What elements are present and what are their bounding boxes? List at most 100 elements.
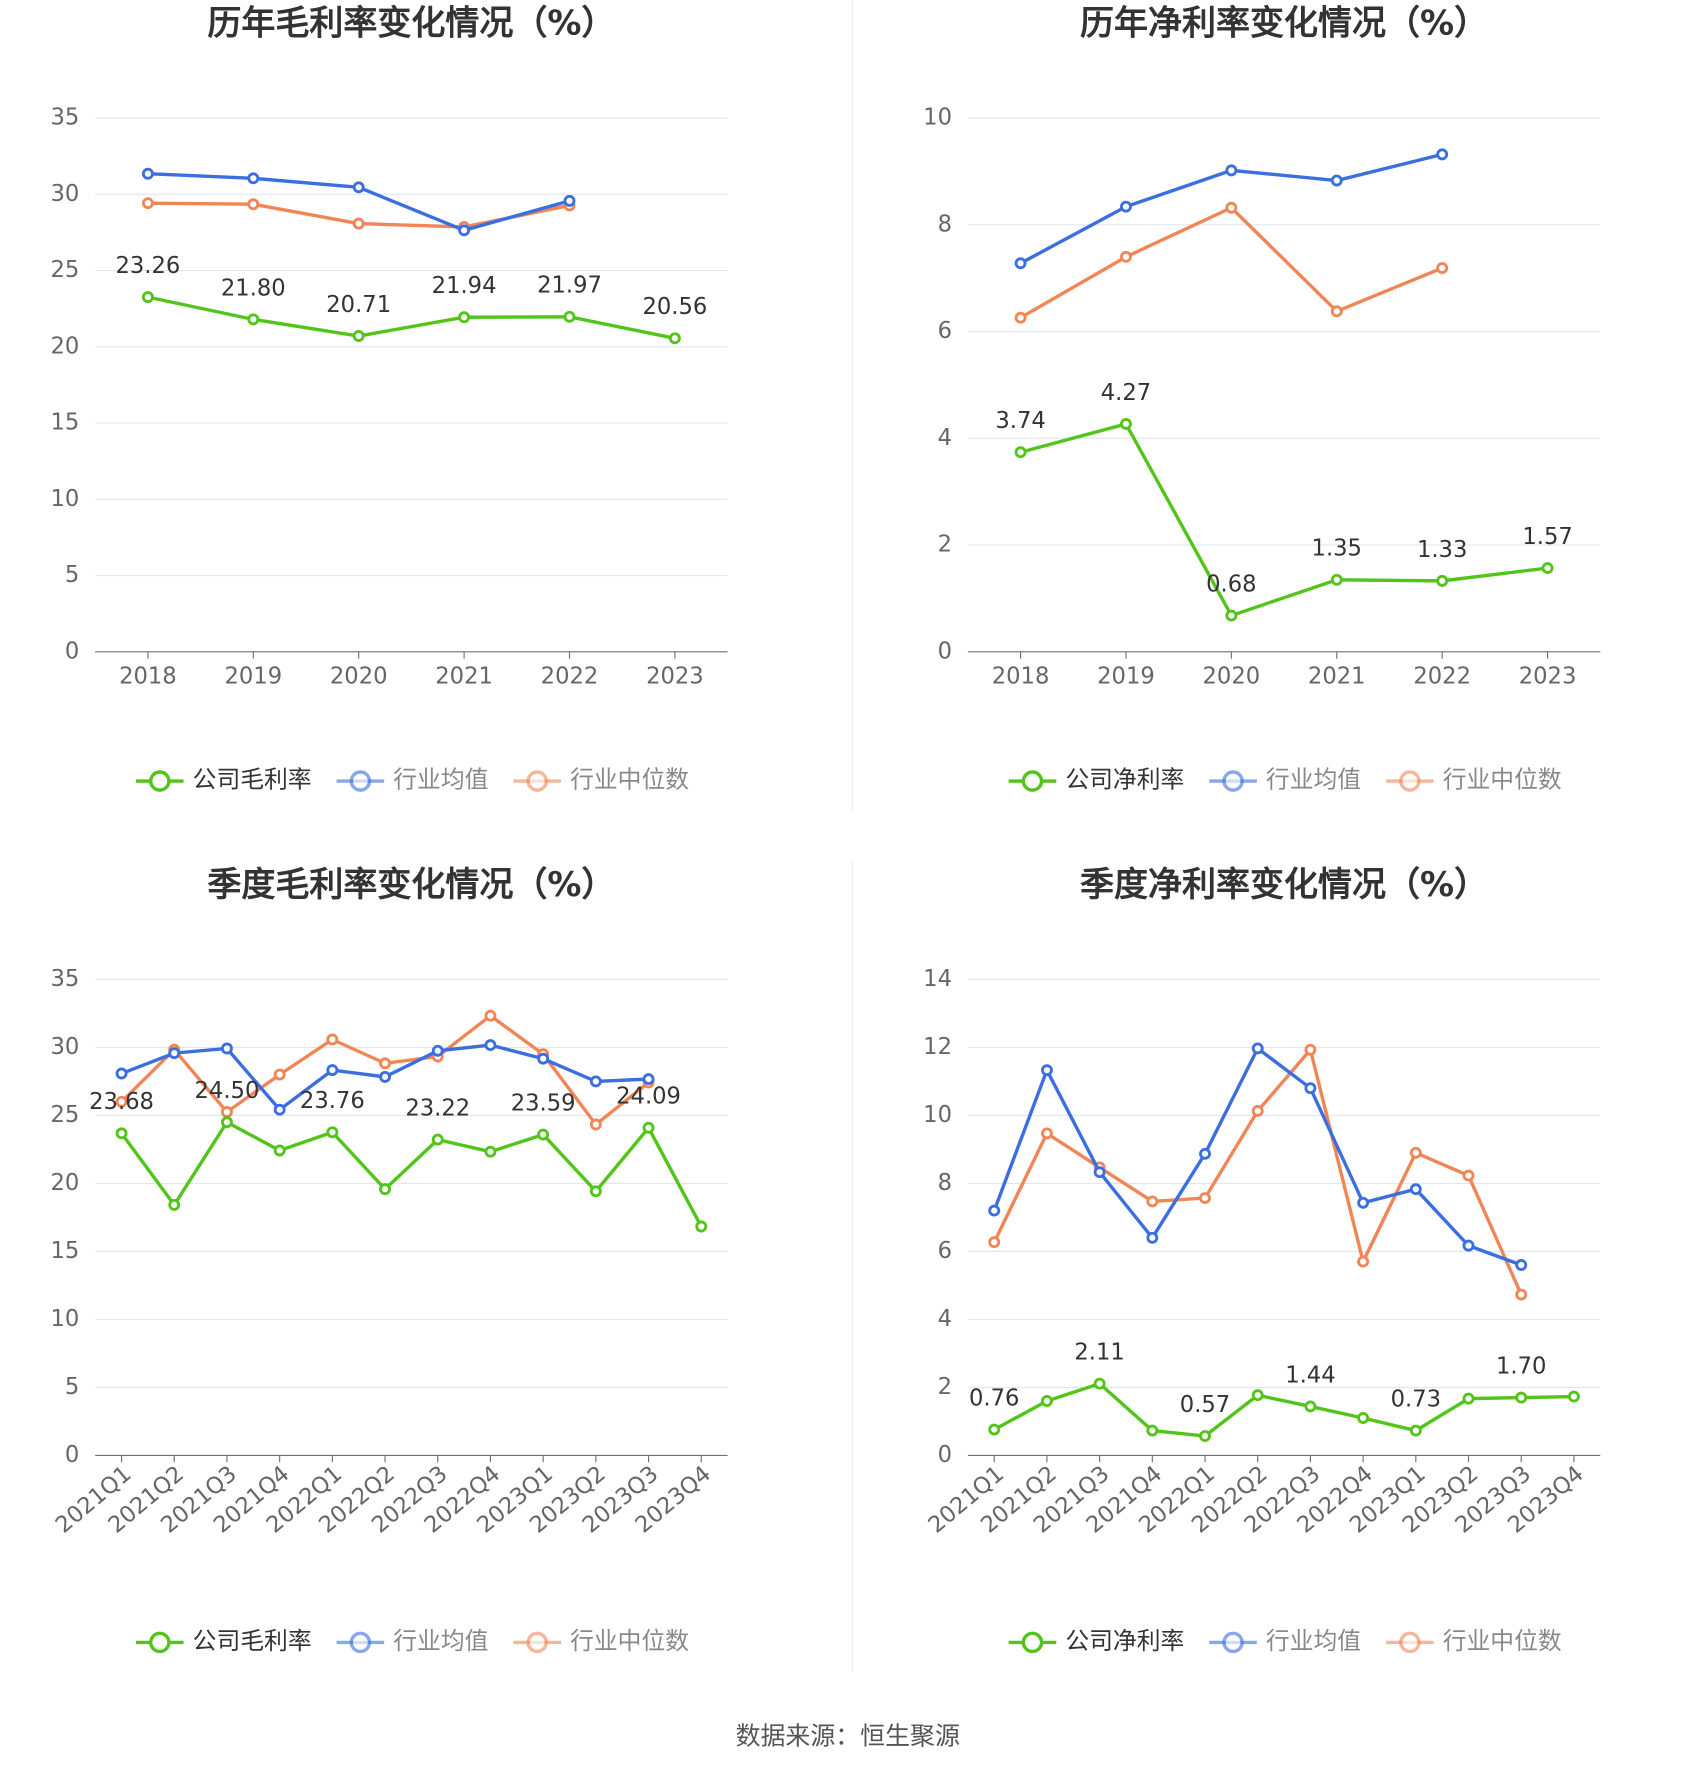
legend-label: 行业中位数 — [570, 1627, 689, 1655]
source: 数据来源：恒生聚源 — [736, 1722, 960, 1751]
data-point — [273, 1103, 286, 1116]
data-point — [589, 1075, 602, 1088]
data-point — [247, 313, 260, 326]
chart-title: 历年毛利率变化情况（%） — [207, 4, 615, 44]
data-point — [537, 1052, 550, 1065]
series-line — [147, 295, 676, 340]
data-point — [484, 1145, 497, 1158]
data-point — [1409, 1146, 1422, 1159]
data-point — [484, 1009, 497, 1022]
data-label: 23.22 — [405, 1096, 470, 1122]
y-tick-label: 14 — [923, 966, 952, 992]
legend-marker — [149, 1631, 171, 1654]
data-label: 21.80 — [221, 275, 286, 301]
data-point — [1146, 1424, 1159, 1437]
x-tick-label: 2020 — [1203, 663, 1261, 689]
y-tick-label: 8 — [938, 1170, 952, 1196]
x-tick-label: 2023 — [1519, 663, 1577, 689]
y-tick-label: 0 — [938, 1442, 952, 1468]
data-point — [1251, 1042, 1264, 1055]
data-point — [1040, 1064, 1053, 1077]
data-label: 23.59 — [511, 1090, 576, 1116]
legend-marker — [149, 770, 171, 792]
y-tick-label: 20 — [50, 1170, 79, 1196]
legend-marker — [1399, 770, 1421, 792]
data-point — [589, 1118, 602, 1131]
data-point — [537, 1128, 550, 1141]
data-point — [1120, 417, 1132, 430]
data-point — [1436, 148, 1449, 161]
y-tick-label: 8 — [938, 211, 952, 237]
data-point — [1040, 1127, 1053, 1140]
y-tick-label: 4 — [938, 425, 952, 451]
data-point — [168, 1198, 181, 1211]
data-point — [141, 291, 154, 304]
data-point — [141, 167, 154, 180]
data-point — [1541, 562, 1554, 575]
y-tick-label: 25 — [50, 1102, 79, 1128]
data-point — [1409, 1424, 1422, 1437]
y-tick-label: 0 — [65, 1442, 79, 1468]
y-tick-label: 5 — [65, 562, 79, 588]
data-label: 0.76 — [969, 1385, 1019, 1411]
legend-label: 公司净利率 — [1065, 766, 1184, 794]
legend-label: 公司毛利率 — [193, 766, 312, 794]
data-label: 23.68 — [89, 1089, 154, 1115]
data-point — [1462, 1169, 1475, 1182]
data-label: 23.26 — [115, 253, 180, 279]
data-point — [695, 1220, 708, 1233]
y-tick-label: 30 — [50, 181, 79, 207]
legend-label: 行业均值 — [1266, 766, 1361, 794]
data-label: 0.73 — [1391, 1386, 1441, 1412]
data-point — [1199, 1430, 1211, 1442]
data-point — [1357, 1255, 1370, 1268]
y-tick-label: 25 — [50, 257, 79, 283]
series-line — [992, 1045, 1522, 1267]
legend-marker — [526, 1631, 548, 1654]
data-label: 1.35 — [1312, 536, 1362, 562]
data-point — [1093, 1377, 1106, 1390]
data-point — [1409, 1183, 1422, 1196]
data-point — [589, 1185, 602, 1198]
data-label: 21.94 — [432, 273, 497, 299]
legend-marker — [1021, 770, 1044, 792]
x-tick-label: 2023 — [646, 663, 704, 689]
legend-label: 公司毛利率 — [193, 1627, 312, 1655]
data-point — [668, 332, 681, 345]
data-point — [1093, 1166, 1106, 1179]
x-tick-label: 2021 — [1308, 663, 1366, 689]
data-point — [1330, 174, 1343, 187]
data-label: 0.57 — [1180, 1392, 1230, 1418]
legend-marker — [1021, 1631, 1044, 1654]
data-point — [379, 1183, 391, 1196]
y-tick-label: 4 — [938, 1306, 952, 1332]
y-tick-label: 0 — [65, 638, 79, 664]
data-point — [1225, 201, 1238, 214]
data-point — [1436, 574, 1449, 587]
data-label: 21.97 — [537, 273, 602, 299]
x-tick-label: 2019 — [1097, 663, 1155, 689]
data-point — [352, 181, 365, 194]
data-point — [221, 1106, 233, 1118]
data-point — [1462, 1392, 1475, 1405]
data-point — [352, 330, 365, 342]
data-label: 23.76 — [300, 1088, 365, 1114]
data-point — [988, 1423, 1001, 1436]
y-tick-label: 5 — [65, 1374, 79, 1400]
data-point — [988, 1204, 1001, 1217]
x-tick-label: 2020 — [330, 663, 388, 689]
x-tick-label: 2018 — [119, 663, 177, 689]
series-line — [1019, 205, 1443, 320]
data-point — [352, 217, 365, 230]
data-point — [1304, 1400, 1317, 1413]
legend-label: 行业中位数 — [570, 766, 689, 794]
series-line — [120, 1119, 703, 1228]
data-point — [1515, 1391, 1528, 1404]
y-tick-label: 10 — [923, 105, 952, 131]
data-point — [1225, 164, 1238, 177]
legend-label: 公司净利率 — [1065, 1627, 1184, 1655]
y-tick-label: 6 — [938, 1238, 952, 1264]
y-tick-label: 6 — [938, 318, 952, 344]
data-label: 24.50 — [195, 1078, 260, 1104]
